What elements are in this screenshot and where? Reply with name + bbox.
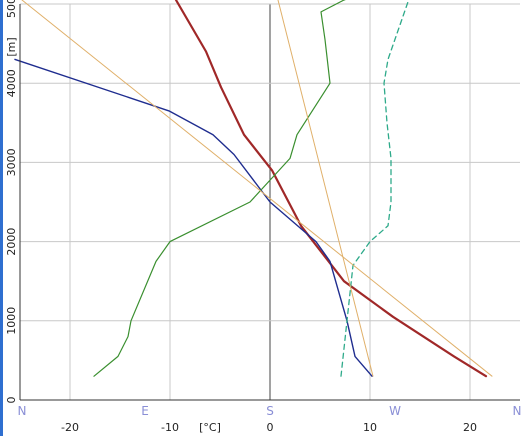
wind-direction-label: N xyxy=(18,404,27,418)
wind-direction-label: E xyxy=(141,404,149,418)
y-axis-label: [m] xyxy=(5,37,18,56)
left-edge-bar xyxy=(0,0,3,436)
y-tick-label: 4000 xyxy=(5,69,18,97)
series-line-3 xyxy=(340,0,410,377)
series-line-4 xyxy=(21,0,493,377)
x-tick-label: 10 xyxy=(363,421,377,434)
series-line-5 xyxy=(277,0,374,377)
y-tick-label: 2000 xyxy=(5,228,18,256)
series-line-1 xyxy=(14,58,373,377)
x-tick-label: 20 xyxy=(463,421,477,434)
x-tick-label: 0 xyxy=(267,421,274,434)
y-tick-label: 1000 xyxy=(5,307,18,335)
series-lines xyxy=(14,0,493,378)
wind-direction-label: W xyxy=(389,404,401,418)
series-line-2 xyxy=(93,0,346,377)
series-line-0 xyxy=(174,0,488,378)
axes: 0 1000 2000 3000 4000 5000 -20 -10 0 10 20 N E S W N xyxy=(5,0,521,434)
x-tick-label: -20 xyxy=(61,421,79,434)
x-axis-label: [°C] xyxy=(199,421,221,434)
wind-direction-label: S xyxy=(266,404,274,418)
y-tick-label: 5000 xyxy=(5,0,18,18)
wind-direction-label: N xyxy=(513,404,522,418)
y-tick-label: 0 xyxy=(5,397,18,404)
y-tick-label: 3000 xyxy=(5,148,18,176)
x-tick-label: -10 xyxy=(161,421,179,434)
